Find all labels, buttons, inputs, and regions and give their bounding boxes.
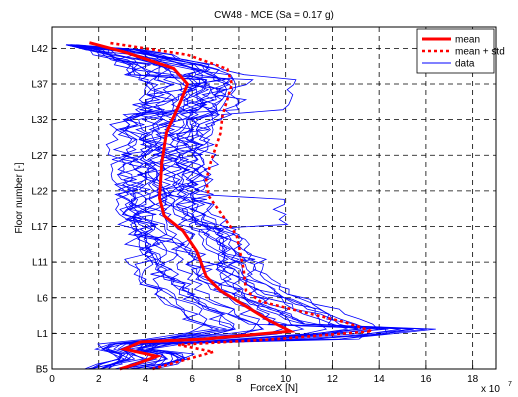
data-curve: [65, 44, 214, 369]
data-series-group: [65, 44, 436, 369]
legend-label: data: [455, 59, 475, 70]
legend-label: mean + std: [455, 47, 505, 58]
data-curve: [65, 44, 219, 369]
legend-label: mean: [455, 35, 480, 46]
y-tick-label: L11: [32, 258, 48, 269]
x-multiplier-label: x 10: [481, 384, 500, 395]
mean-plus-std-line: [107, 41, 373, 371]
y-tick-label: L1: [37, 329, 49, 340]
data-curve: [67, 44, 389, 369]
y-tick-label: L17: [31, 222, 48, 233]
x-tick-label: 0: [49, 374, 55, 385]
y-tick-label: L42: [31, 44, 48, 55]
stat-series-group: [89, 41, 373, 371]
y-tick-label: L27: [31, 151, 48, 162]
y-tick-label: L6: [37, 293, 49, 304]
x-tick-label: 6: [189, 374, 195, 385]
data-curve: [72, 44, 265, 369]
x-tick-label: 12: [327, 374, 339, 385]
data-curve: [70, 44, 379, 369]
y-axis-label: Floor number [-]: [14, 162, 25, 233]
data-curve: [69, 44, 427, 369]
y-tick-label: L32: [31, 115, 48, 126]
data-curve: [69, 44, 401, 369]
data-curve: [76, 44, 370, 369]
ticks: 0 2 4 6 8 10 12 14 16 18 B5 L1 L6 L11 L17 L22 L27 L32 L37 L…: [31, 44, 478, 385]
data-curve: [70, 44, 414, 369]
x-multiplier-exponent: 7: [508, 381, 512, 388]
data-curve: [65, 44, 227, 369]
data-curve: [72, 44, 358, 369]
data-curve: [71, 44, 348, 369]
axes-box: [51, 26, 497, 370]
y-tick-label: B5: [36, 365, 49, 376]
x-tick-label: 14: [374, 374, 386, 385]
y-tick-label: L22: [31, 186, 48, 197]
x-tick-label: 2: [96, 374, 102, 385]
data-curve: [68, 44, 236, 369]
chart-title: CW48 - MCE (Sa = 0.17 g): [214, 10, 334, 21]
x-axis-label: ForceX [N]: [250, 383, 298, 394]
data-curve: [67, 44, 263, 369]
x-tick-label: 18: [467, 374, 479, 385]
y-tick-label: L37: [31, 80, 48, 91]
data-curve: [69, 44, 287, 369]
x-tick-label: 4: [143, 374, 149, 385]
x-tick-label: 8: [236, 374, 242, 385]
mean-line: [89, 41, 296, 371]
x-tick-label: 16: [420, 374, 432, 385]
x-tick-label: 10: [280, 374, 292, 385]
